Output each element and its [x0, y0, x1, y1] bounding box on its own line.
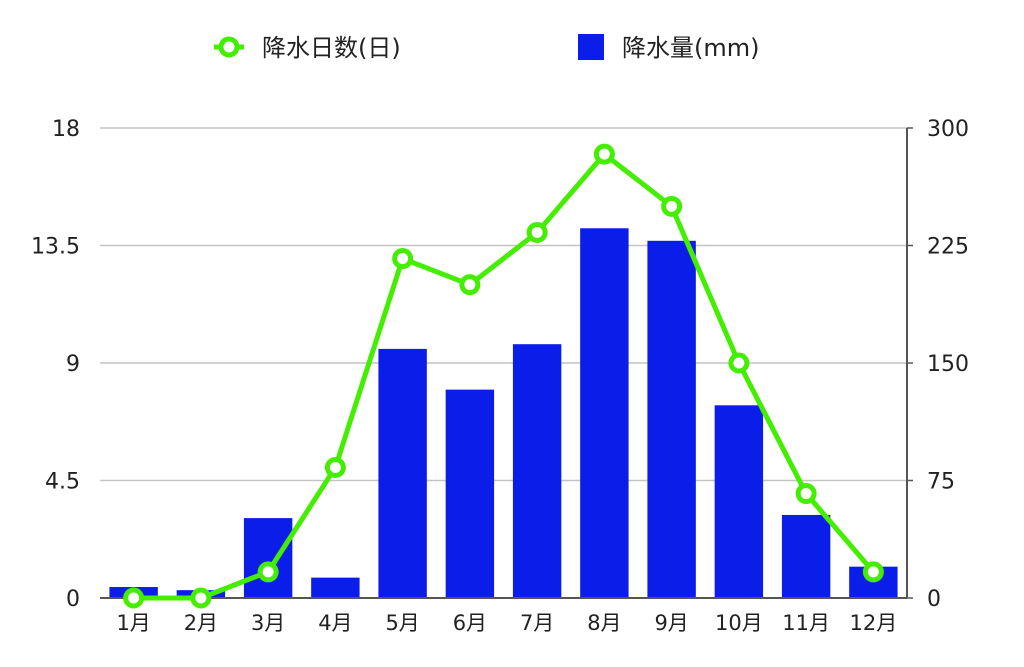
point-rain-days	[190, 587, 212, 609]
point-rain-days	[459, 274, 481, 296]
x-tick-label: 9月	[654, 611, 688, 635]
x-tick-label: 11月	[782, 611, 830, 635]
left-tick-label: 4.5	[45, 470, 80, 495]
left-tick-label: 9	[66, 352, 80, 377]
x-tick-label: 1月	[116, 611, 150, 635]
x-tick-label: 2月	[184, 611, 218, 635]
legend-label-rainfall: 降水量(mm)	[622, 34, 759, 62]
x-tick-label: 10月	[715, 611, 763, 635]
bar-rainfall	[445, 389, 495, 598]
left-axis-ticks: 0 4.5 9 13.5 18	[31, 117, 80, 612]
x-tick-label: 7月	[520, 611, 554, 635]
bar-rainfall	[714, 405, 764, 598]
bar-rainfall	[512, 344, 562, 598]
bar-rainfall	[647, 240, 696, 599]
legend-label-rain-days: 降水日数(日)	[262, 34, 401, 62]
left-tick-label: 13.5	[31, 235, 80, 260]
line-series	[123, 143, 884, 609]
point-rain-days	[392, 248, 414, 270]
bar-rainfall	[243, 518, 293, 598]
x-tick-label: 5月	[385, 611, 419, 635]
bar-rainfall	[378, 348, 427, 598]
x-tick-label: 3月	[251, 611, 285, 635]
legend-item-rainfall: 降水量(mm)	[578, 34, 759, 62]
point-rain-days	[123, 587, 145, 609]
left-tick-label: 18	[52, 117, 80, 142]
right-tick-label: 0	[927, 587, 941, 612]
point-rain-days	[862, 561, 884, 583]
legend: 降水日数(日) 降水量(mm)	[214, 34, 759, 62]
bar-rainfall	[311, 577, 360, 598]
x-tick-label: 12月	[850, 611, 898, 635]
bars	[109, 228, 898, 599]
point-rain-days	[661, 195, 683, 217]
right-tick-label: 75	[927, 470, 955, 495]
gridlines	[100, 127, 907, 482]
point-rain-days	[324, 456, 346, 478]
point-rain-days	[728, 352, 750, 374]
x-axis-ticks: 1月 2月 3月 4月 5月 6月 7月 8月 9月 10月 11月 12月	[116, 611, 897, 635]
x-tick-label: 6月	[453, 611, 487, 635]
point-rain-days	[526, 221, 548, 243]
line-rain-days	[133, 151, 876, 601]
bar-rainfall	[580, 228, 629, 598]
point-rain-days	[257, 561, 279, 583]
x-tick-label: 8月	[587, 611, 621, 635]
right-axis-ticks: 0 75 150 225 300	[907, 117, 969, 612]
x-tick-label: 4月	[318, 611, 352, 635]
legend-circle-marker	[218, 36, 240, 58]
left-tick-label: 0	[66, 587, 80, 612]
bar-rainfall	[781, 514, 831, 598]
right-tick-label: 150	[927, 352, 969, 377]
point-rain-days	[795, 483, 817, 505]
right-tick-label: 225	[927, 235, 969, 260]
legend-square-marker	[578, 34, 604, 60]
point-rain-days	[593, 143, 615, 165]
right-tick-label: 300	[927, 117, 969, 142]
legend-item-rain-days: 降水日数(日)	[214, 34, 401, 62]
